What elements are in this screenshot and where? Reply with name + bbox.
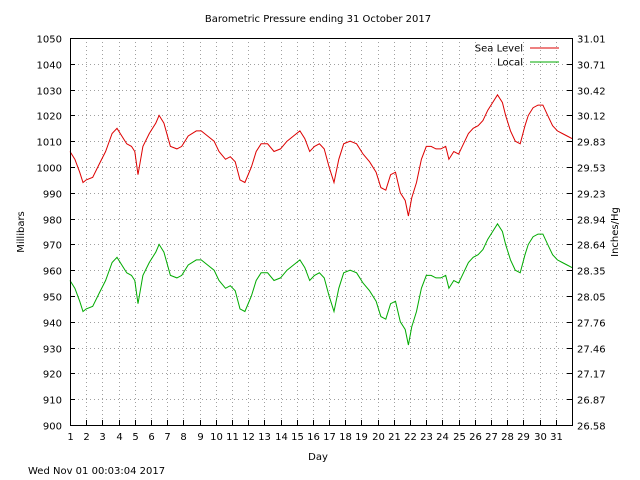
x-tick-label: 17	[323, 432, 336, 443]
series-line-sea-level	[69, 93, 573, 217]
y2-tick-label: 29.53	[577, 164, 606, 175]
x-tick-label: 16	[307, 432, 320, 443]
y2-axis-ticks: 26.58 26.87 27.17 27.46 27.76 28.05 28.35 28.64…	[567, 35, 606, 433]
x-tick-label: 6	[148, 432, 154, 443]
y2-tick-label: 26.58	[577, 422, 606, 433]
y-tick-label: 970	[43, 241, 62, 252]
x-tick-label: 2	[83, 432, 89, 443]
y2-tick-label: 31.01	[577, 35, 606, 46]
legend-label-local: Local	[497, 58, 523, 69]
y-tick-label: 920	[43, 370, 62, 381]
x-axis-label: Day	[308, 452, 328, 463]
x-tick-label: 4	[116, 432, 122, 443]
y-tick-label: 1020	[37, 112, 62, 123]
y-tick-label: 980	[43, 216, 62, 227]
y2-tick-label: 26.87	[577, 396, 606, 407]
x-tick-label: 14	[275, 432, 288, 443]
chart-title: Barometric Pressure ending 31 October 20…	[205, 14, 431, 25]
y-axis-label: Millibars	[16, 211, 27, 253]
y-tick-label: 960	[43, 267, 62, 278]
x-tick-label: 11	[226, 432, 239, 443]
x-tick-label: 3	[99, 432, 105, 443]
y2-tick-label: 28.94	[577, 216, 606, 227]
y-tick-label: 930	[43, 345, 62, 356]
y2-tick-label: 29.23	[577, 190, 606, 201]
x-axis-ticks: 1 2 3 4 5 6 7 8 9 10 11 12 13 14 15 16 17 18 19 20 21 22 23 24 2…	[67, 420, 563, 443]
x-tick-label: 21	[388, 432, 401, 443]
y-tick-label: 990	[43, 190, 62, 201]
x-tick-label: 12	[242, 432, 255, 443]
x-tick-label: 22	[404, 432, 417, 443]
x-tick-label: 5	[132, 432, 138, 443]
grid-lines	[70, 38, 572, 426]
y-tick-label: 1030	[37, 87, 62, 98]
x-tick-label: 13	[258, 432, 271, 443]
y-tick-label: 900	[43, 422, 62, 433]
x-tick-label: 26	[469, 432, 482, 443]
plot-frame	[70, 38, 573, 426]
y2-tick-label: 27.17	[577, 370, 606, 381]
x-tick-label: 19	[355, 432, 368, 443]
y2-tick-label: 29.83	[577, 138, 606, 149]
y2-tick-label: 28.05	[577, 293, 606, 304]
y-axis-ticks: 900 910 920 930 940 950 960 970 980 990 1000 1010 10…	[37, 35, 75, 433]
timestamp: Wed Nov 01 00:03:04 2017	[28, 466, 165, 477]
y2-tick-label: 30.71	[577, 61, 606, 72]
y-tick-label: 910	[43, 396, 62, 407]
x-tick-label: 29	[517, 432, 530, 443]
y2-tick-label: 30.12	[577, 112, 606, 123]
x-tick-label: 8	[180, 432, 186, 443]
x-tick-label: 27	[485, 432, 498, 443]
y-tick-label: 1040	[37, 61, 62, 72]
series-lines	[69, 93, 573, 346]
x-tick-label: 28	[501, 432, 514, 443]
y-tick-label: 940	[43, 319, 62, 330]
legend-label-sea-level: Sea Level	[475, 44, 523, 55]
y-tick-label: 1050	[37, 35, 62, 46]
y2-tick-label: 27.46	[577, 345, 606, 356]
y2-tick-label: 27.76	[577, 319, 606, 330]
y2-axis-label: Inches/Hg	[610, 207, 621, 257]
y2-tick-label: 30.42	[577, 87, 606, 98]
y-tick-label: 950	[43, 293, 62, 304]
x-tick-label: 18	[339, 432, 352, 443]
y2-tick-label: 28.64	[577, 241, 606, 252]
legend: Sea Level Local	[475, 44, 559, 69]
x-tick-label: 9	[197, 432, 203, 443]
x-tick-label: 20	[372, 432, 385, 443]
y2-tick-label: 28.35	[577, 267, 606, 278]
x-tick-label: 7	[164, 432, 170, 443]
x-tick-label: 15	[291, 432, 304, 443]
x-tick-label: 30	[534, 432, 547, 443]
x-tick-label: 31	[550, 432, 563, 443]
x-tick-label: 25	[453, 432, 466, 443]
y-tick-label: 1010	[37, 138, 62, 149]
y-tick-label: 1000	[37, 164, 62, 175]
x-tick-label: 10	[210, 432, 223, 443]
series-line-local	[69, 222, 573, 346]
x-tick-label: 24	[436, 432, 449, 443]
x-tick-label: 23	[420, 432, 433, 443]
x-tick-label: 1	[67, 432, 73, 443]
